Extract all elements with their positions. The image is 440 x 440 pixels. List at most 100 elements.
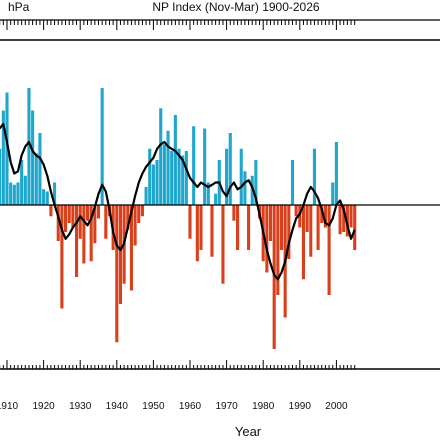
bar-1947 <box>140 205 144 217</box>
bar-1933 <box>89 205 93 262</box>
bar-1929 <box>74 205 79 277</box>
bar-1995 <box>316 205 320 250</box>
bar-1990 <box>298 205 302 228</box>
bar-1978 <box>254 160 258 205</box>
bar-1940 <box>115 205 119 343</box>
bar-1981 <box>265 205 269 273</box>
bar-1928 <box>71 205 75 228</box>
bar-1917 <box>31 110 35 205</box>
bar-1950 <box>151 164 155 205</box>
x-tick-label: 1940 <box>106 401 129 412</box>
bar-1992 <box>305 205 309 232</box>
bar-1948 <box>144 187 148 205</box>
bar-1954 <box>166 130 170 205</box>
bar-1955 <box>170 151 174 205</box>
bar-1951 <box>155 160 159 205</box>
bar-1985 <box>279 205 284 250</box>
bar-1999 <box>331 182 335 205</box>
bottom-axis <box>0 360 356 369</box>
chart-title: NP Index (Nov-Mar) 1900-2026 <box>152 0 320 14</box>
x-tick-label: 1950 <box>142 401 165 412</box>
bar-1918 <box>34 153 38 205</box>
bar-1949 <box>148 148 152 205</box>
bar-1988 <box>290 160 295 205</box>
bar-1983 <box>272 205 276 349</box>
x-axis-label: Year <box>235 424 262 439</box>
bar-1911 <box>9 182 13 205</box>
bar-1970 <box>225 148 229 205</box>
bar-1923 <box>53 182 57 205</box>
bar-1957 <box>177 148 181 205</box>
bar-1914 <box>20 160 24 205</box>
bar-1989 <box>294 205 298 217</box>
bar-1984 <box>276 205 280 295</box>
bar-1963 <box>199 205 203 250</box>
x-tick-label: 1980 <box>252 401 275 412</box>
bar-1913 <box>16 182 20 205</box>
x-tick-label: 1990 <box>289 401 312 412</box>
bar-1909 <box>1 110 5 205</box>
bar-1944 <box>129 205 133 291</box>
bar-2001 <box>338 205 342 235</box>
bar-1941 <box>118 205 123 304</box>
bar-1932 <box>85 205 90 221</box>
bar-1946 <box>137 205 141 223</box>
bar-1974 <box>239 148 243 205</box>
bar-1926 <box>64 205 68 232</box>
bar-1998 <box>327 205 331 295</box>
bar-1994 <box>312 148 316 205</box>
x-tick-label: 2000 <box>325 401 348 412</box>
bar-1937 <box>104 205 108 239</box>
bar-2000 <box>334 142 338 205</box>
bar-1935 <box>96 205 101 219</box>
bar-1956 <box>173 115 177 205</box>
bar-1976 <box>247 205 251 250</box>
bar-1925 <box>60 205 64 309</box>
bar-1962 <box>195 205 199 262</box>
bar-1969 <box>221 205 225 284</box>
bar-1930 <box>78 205 82 239</box>
bar-1959 <box>184 151 188 205</box>
bar-1966 <box>210 205 214 257</box>
bar-1973 <box>236 205 240 250</box>
bar-1934 <box>93 205 97 244</box>
x-tick-label: 1910 <box>0 401 19 412</box>
bar-1952 <box>159 108 163 205</box>
bar-1967 <box>214 193 218 205</box>
bar-1996 <box>320 205 324 223</box>
bar-1960 <box>188 205 192 239</box>
bar-1927 <box>67 205 71 223</box>
bar-1993 <box>309 205 313 257</box>
bar-1958 <box>181 155 185 205</box>
x-tick-label: 1970 <box>215 401 238 412</box>
x-tick-label: 1960 <box>179 401 202 412</box>
top-axis <box>0 19 440 30</box>
bar-1964 <box>203 128 207 205</box>
x-tick-label: 1920 <box>32 401 55 412</box>
bar-1921 <box>45 191 49 205</box>
bar-1912 <box>12 184 16 205</box>
bar-2005 <box>353 205 357 250</box>
bar-1953 <box>162 144 166 205</box>
units-label: hPa <box>8 0 30 14</box>
bar-1991 <box>301 205 306 280</box>
bars <box>0 88 357 349</box>
x-tick-labels: 1910 1920 1930 1940 1950 1960 1970 1980 1990 2000 <box>0 401 348 412</box>
bar-1908 <box>0 148 2 205</box>
bar-1919 <box>38 133 42 205</box>
bar-1936 <box>100 88 104 205</box>
bar-1924 <box>56 205 60 241</box>
bar-1982 <box>268 205 273 241</box>
plot-frame <box>0 39 440 370</box>
bar-1965 <box>206 182 210 205</box>
bar-1931 <box>82 205 86 264</box>
bar-1916 <box>27 88 31 205</box>
bar-1975 <box>243 171 247 205</box>
bar-1961 <box>192 126 196 205</box>
bar-1987 <box>287 205 291 259</box>
bar-2004 <box>349 205 353 228</box>
bar-1972 <box>232 205 236 221</box>
bar-1997 <box>323 205 327 228</box>
bar-1920 <box>42 189 46 205</box>
